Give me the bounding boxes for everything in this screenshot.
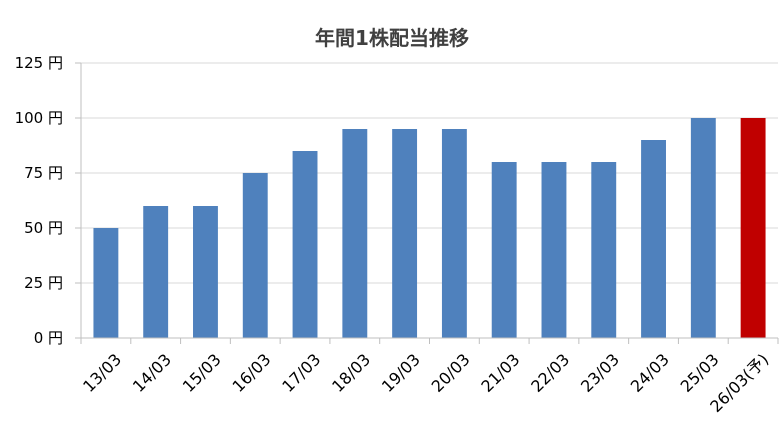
axes [75,62,779,344]
bar [392,129,418,338]
bar [491,162,517,338]
bar [690,118,716,338]
y-tick-label: 100 円 [15,109,63,127]
bar [93,228,119,338]
bar-forecast [740,118,766,338]
x-tick-label: 19/03 [378,350,424,396]
x-tick-label: 21/03 [477,350,523,396]
x-tick-label: 14/03 [129,350,175,396]
gridlines [81,62,778,284]
y-tick-label: 75 円 [24,164,63,182]
x-tick-label: 15/03 [179,350,225,396]
bar [242,173,268,338]
y-tick-labels: 0 円 25 円 50 円 75 円 100 円 125 円 [15,54,63,347]
x-tick-label: 25/03 [677,350,723,396]
bar [143,206,169,338]
y-tick-label: 0 円 [34,329,63,347]
chart-title: 年間1株配当推移 [315,26,469,50]
x-tick-label: 16/03 [229,350,275,396]
x-tick-label: 23/03 [577,350,623,396]
x-tick-labels: 13/03 14/03 15/03 16/03 17/03 18/03 19/03 20/03… [79,350,772,416]
bar [292,151,318,338]
bar [342,129,368,338]
x-tick-label: 17/03 [278,350,324,396]
x-tick-label: 18/03 [328,350,374,396]
bars [93,118,766,338]
y-tick-label: 50 円 [24,219,63,237]
x-tick-label: 24/03 [627,350,673,396]
bar [641,140,666,338]
bar [591,162,617,338]
y-tick-label: 25 円 [24,274,63,292]
x-tick-label: 22/03 [527,350,573,396]
bar [541,162,567,338]
bar [193,206,218,338]
y-tick-label: 125 円 [15,54,63,72]
x-tick-label: 20/03 [428,350,474,396]
x-tick-label: 13/03 [79,350,125,396]
bar [441,129,467,338]
